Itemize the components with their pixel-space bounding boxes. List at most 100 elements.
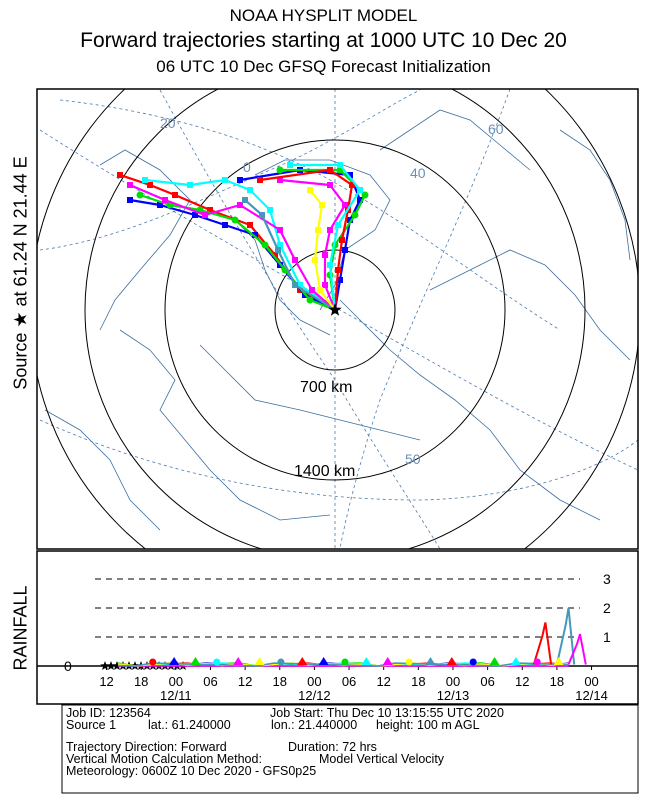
trajectory-marker [192,212,198,218]
duration: Duration: 72 hrs [288,740,377,754]
run-info: Job ID: 123564 Job Start: Thu Dec 10 13:1… [66,706,636,778]
trajectory-marker [357,197,363,203]
x-tick-label: 00 [584,674,598,689]
rain-marker [233,657,244,665]
trajectory-marker [317,287,323,293]
trajectory-marker [257,177,263,183]
trajectory-marker [277,227,283,233]
rain-marker [510,657,521,665]
trajectory-marker [261,241,269,249]
coastline [379,109,531,171]
x-tick-label: 12 [99,674,113,689]
trajectory-marker [287,162,293,168]
trajectory-marker [222,177,228,183]
date-label: 12/13 [437,688,470,703]
trajectory-marker [361,191,369,199]
rain-marker [169,657,180,665]
rain-marker [405,658,413,666]
range-ring [164,139,506,481]
coastline [229,214,331,336]
trajectory-marker [351,211,359,219]
trajectory-marker [347,172,353,178]
x-tick-label: 18 [550,674,564,689]
rain-marker [213,658,221,666]
trajectory-marker [322,252,328,258]
rain-marker [382,657,393,665]
trajectory-marker [339,237,345,243]
trajectory-marker [327,262,333,268]
trajectory-map: 700 km 1400 km 20 0 40 60 50 [37,89,638,549]
trajectory-marker [252,232,258,238]
x-tick-label: 12 [376,674,390,689]
rain-marker [341,658,349,666]
trajectory-marker [335,267,341,273]
graticule-label: 50 [405,451,421,467]
range-ring [84,89,586,549]
trajectory-marker [202,212,208,218]
trajectory-marker [292,282,298,288]
start-marker [100,661,110,670]
rain-marker [361,657,372,665]
chart-subtitle: 06 UTC 10 Dec GFSQ Forecast Initializati… [156,57,491,76]
meteorology: Meteorology: 0600Z 10 Dec 2020 - GFS0p25 [66,764,317,778]
x-tick-label: 00 [169,674,183,689]
rain-series-peak [555,607,576,665]
graticule-label: 40 [410,165,426,181]
coastline [99,149,191,331]
ring-label-700: 700 km [300,379,352,396]
x-tick-label: 12 [238,674,252,689]
x-tick-label: 06 [203,674,217,689]
coastline [44,409,161,531]
coastline [119,329,331,521]
rain-marker [446,657,457,665]
trajectory-marker [247,222,253,228]
trajectory-marker [259,212,265,218]
trajectory-line [290,163,362,311]
trajectory-marker [357,187,363,193]
x-tick-label: 00 [307,674,321,689]
trajectory-marker [327,182,333,188]
rain-marker [489,657,500,665]
trajectory-marker [237,202,243,208]
source-id: Source 1 [66,718,117,732]
trajectory-marker [272,252,278,258]
y-tick-label: 3 [603,571,611,587]
model-title: NOAA HYSPLIT MODEL [229,6,418,25]
source-height: height: 100 m AGL [376,718,480,732]
trajectory-marker [292,257,298,263]
graticule-label: 0 [243,159,251,175]
rain-series-peak [532,622,553,665]
x-tick-label: 06 [342,674,356,689]
job-id: Job ID: 123564 [66,706,151,720]
vertical-method-value: Model Vertical Velocity [319,752,445,766]
date-label: 12/11 [160,688,192,703]
trajectory-marker [136,191,144,199]
source-lat: lat.: 61.240000 [148,718,231,732]
start-marker [106,661,116,670]
trajectory-marker [157,202,163,208]
trajectory-marker [337,277,343,283]
trajectory-marker [237,177,243,183]
trajectory-marker [307,187,313,193]
trajectory-marker [342,202,348,208]
x-tick-label: 18 [134,674,148,689]
rain-marker [254,657,265,665]
rain-marker [277,658,285,666]
x-tick-label: 12 [515,674,529,689]
vertical-method: Vertical Motion Calculation Method: [66,752,262,766]
trajectory-marker [247,187,253,193]
x-tick-label: 18 [411,674,425,689]
trajectory-marker [297,282,303,288]
rain-marker [533,658,541,666]
job-start: Job Start: Thu Dec 10 13:15:55 UTC 2020 [270,706,504,720]
trajectory-marker [335,222,341,228]
rain-marker [190,657,201,665]
y-tick-label: 1 [603,629,611,645]
trajectory-marker [142,177,148,183]
trajectory-marker [306,296,314,304]
rain-marker [469,658,477,666]
trajectory-marker [337,162,343,168]
coastline [559,129,631,261]
